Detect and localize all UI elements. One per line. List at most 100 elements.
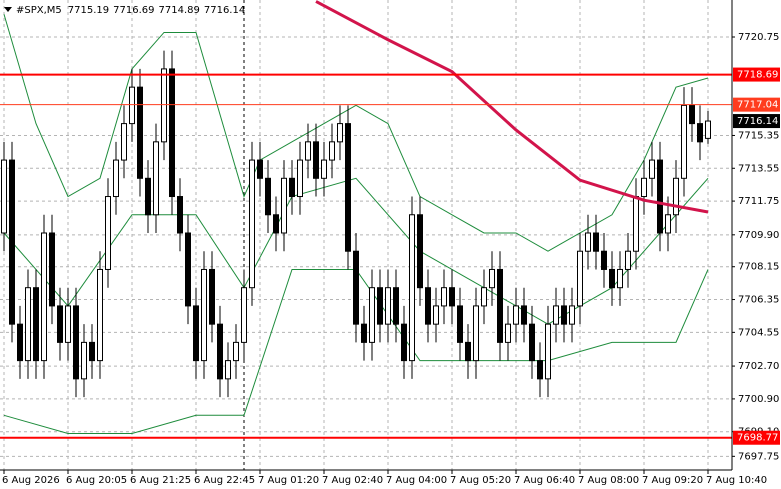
candle-body [609,268,615,289]
candle-body [449,287,455,307]
candle-body [697,123,703,143]
x-tick-label: 7 Aug 01:20 [258,475,319,486]
candle-body [217,323,223,380]
candle-body [497,268,503,343]
ohlc-close: 7716.14 [204,5,245,16]
candle-body [649,159,655,179]
candle-body [41,232,47,362]
moving-average [315,0,709,214]
candle-body [369,287,375,343]
candle-body [513,305,519,325]
candle-body [689,104,695,125]
candle-body [177,196,183,234]
candle-body [321,159,327,179]
candle-body [353,250,359,325]
candle-body [569,305,575,325]
level-label-bg [733,67,780,82]
candle-body [577,250,583,307]
price-label: 7716.14 [737,116,778,127]
candle-body [281,177,287,234]
candle-body [257,159,263,179]
candle-body [193,305,199,362]
symbol: #SPX,M5 [16,5,62,16]
candle-body [329,141,335,161]
candle-body [393,287,399,325]
candle-body [169,68,175,198]
y-tick-label: 7711.75 [738,196,779,207]
y-tick-label: 7700.90 [738,394,779,405]
candle-body [153,141,159,216]
candle-body [121,123,127,161]
level-label-bg [733,97,780,112]
candle-body [521,305,527,325]
candle-body [705,120,711,139]
candle-body [433,305,439,325]
candle-body [345,123,351,252]
candle-body [545,323,551,380]
y-tick-label: 7720.75 [738,32,779,43]
candle-body [465,341,471,362]
y-tick-label: 7704.55 [738,327,779,338]
y-tick-label: 7715.35 [738,130,779,141]
header: #SPX,M5 7715.19 7716.69 7714.89 7716.14 [16,5,245,16]
candle-body [33,287,39,362]
candle-body [65,305,71,343]
level-label: 7717.04 [737,100,778,111]
candle-body [241,287,247,343]
y-tick-label: 7708.15 [738,262,779,273]
candle-body [593,232,599,252]
candle-body [561,305,567,325]
x-tick-label: 7 Aug 08:00 [578,475,639,486]
candle-body [361,323,367,343]
y-tick-label: 7709.90 [738,230,779,241]
candle-body [145,177,151,216]
candle-body [89,341,95,362]
candle-body [633,196,639,252]
candle-body [473,305,479,362]
y-tick-label: 7702.70 [738,361,779,372]
candle-body [617,268,623,289]
ohlc-low: 7714.89 [159,5,200,16]
x-tick-label: 7 Aug 09:20 [642,475,703,486]
candle-body [585,232,591,252]
x-tick-label: 7 Aug 04:00 [386,475,447,486]
candle-body [73,305,79,380]
candle-body [313,141,319,179]
y-tick-label: 7713.55 [738,163,779,174]
y-tick-label: 7697.75 [738,451,779,462]
candle-body [113,159,119,198]
candle-body [425,287,431,325]
candle-body [657,159,663,234]
x-tick-label: 7 Aug 06:40 [514,475,575,486]
level-label-bg [733,430,780,445]
candle-body [233,341,239,362]
candle-body [481,287,487,307]
candle-body [185,232,191,307]
x-tick-label: 7 Aug 05:20 [450,475,511,486]
candle-body [529,323,535,362]
candle-body [249,159,255,289]
candle-body [441,287,447,307]
x-tick-label: 6 Aug 20:05 [66,475,127,486]
menu-arrow[interactable] [4,7,12,12]
candle-body [385,287,391,325]
candle-body [9,159,15,325]
candle-body [161,68,167,143]
price-label-bg [733,114,780,129]
candle-body [25,287,31,362]
candle-body [537,360,543,380]
candle-body [129,86,135,125]
candle-body [305,141,311,161]
level-label: 7718.69 [737,70,778,81]
x-tick-label: 6 Aug 21:25 [130,475,191,486]
candle-body [505,323,511,343]
candle-body [81,341,87,380]
candle-body [401,323,407,362]
candle-body [665,214,671,234]
candle-body [457,305,463,343]
candle-body [553,305,559,325]
candle-body [1,159,7,234]
candle-body [209,268,215,325]
candle-body [265,177,271,216]
